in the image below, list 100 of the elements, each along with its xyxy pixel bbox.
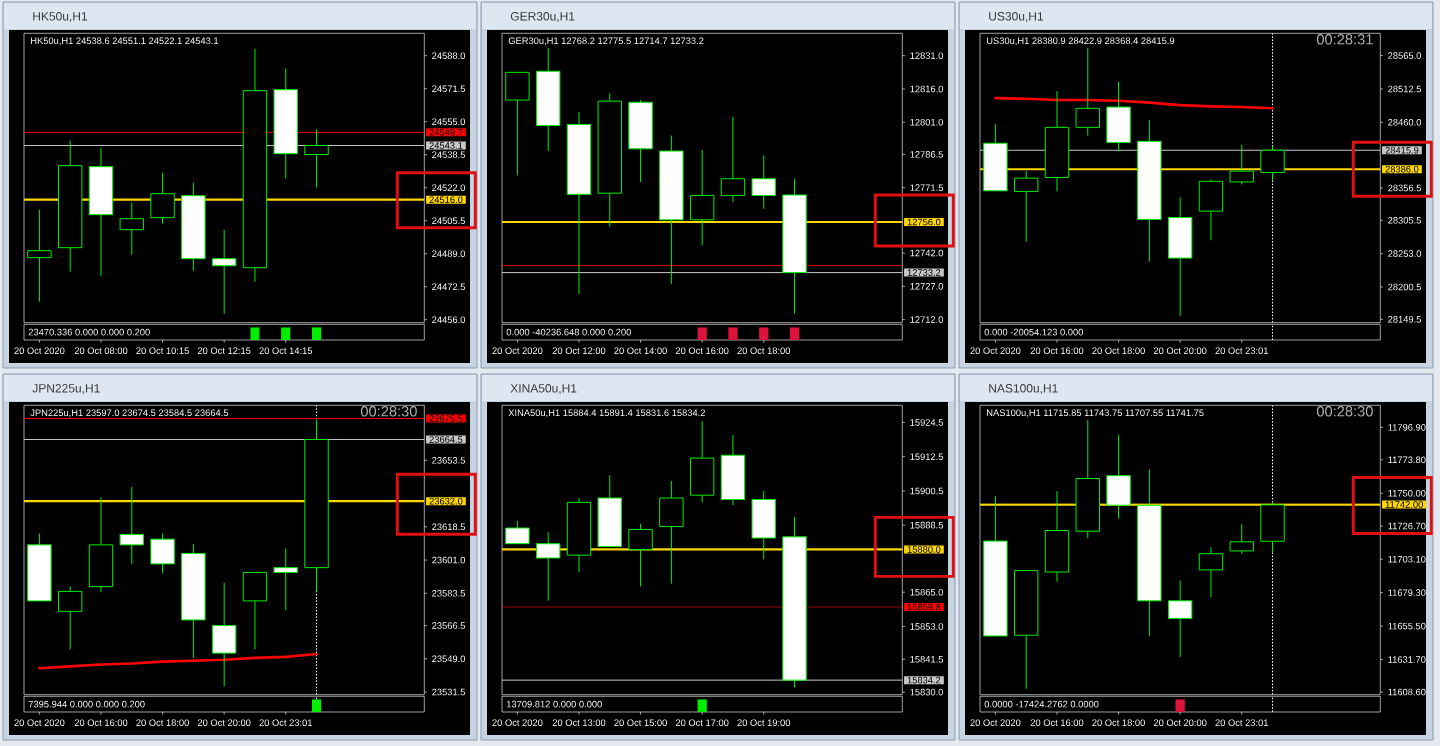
ref-line-label: 15880.0 [907, 546, 941, 553]
x-tick-label: 20 Oct 14:00 [614, 347, 667, 354]
x-tick-label: 20 Oct 14:15 [259, 347, 313, 354]
y-tick-label: 28149.5 [1388, 316, 1422, 323]
y-tick-label: 24472.5 [432, 283, 466, 290]
y-tick-label: 28253.0 [1388, 250, 1422, 257]
x-tick-label: 20 Oct 23:01 [1215, 719, 1268, 726]
y-tick-label: 11750.00 [1388, 489, 1426, 497]
annotation: 00:28:30 [360, 406, 417, 417]
chart-title: NAS100u,H1 [989, 384, 1058, 394]
chart-subtitle: 0.0000 -17424.2762 0.0000 [984, 700, 1099, 708]
y-tick-label: 15830.0 [910, 688, 944, 696]
y-tick-label: 11608.60 [1388, 688, 1426, 696]
y-tick-label: 28200.5 [1388, 283, 1422, 291]
chart-subtitle: NAS100u,H1 11715.85 11743.75 11707.55 11741.75 [987, 409, 1204, 418]
y-tick-label: 28460.0 [1388, 118, 1422, 126]
y-tick-label: 23531.5 [432, 688, 466, 696]
chart-subtitle: 7395.944 0.000 0.000 0.200 [28, 700, 145, 708]
y-tick-label: 23653.5 [432, 457, 466, 464]
chart-title: US30u,H1 [989, 12, 1044, 22]
y-tick-label: 24538.5 [432, 151, 466, 158]
x-tick-label: 20 Oct 16:00 [675, 347, 729, 354]
y-tick-label: 24555.0 [432, 118, 466, 125]
y-tick-label: 24489.0 [432, 250, 466, 257]
y-tick-label: 12771.5 [910, 184, 944, 191]
y-tick-label: 11679.30 [1388, 589, 1426, 596]
ref-line-label: 24516.0 [429, 196, 463, 203]
x-tick-label: 20 Oct 2020 [492, 347, 543, 354]
ref-line-label: 11742.00 [1385, 501, 1423, 508]
text: 0.000 -20054.123 0.000 [984, 328, 1084, 336]
y-tick-label: 15841.5 [910, 656, 944, 663]
y-tick-label: 12742.0 [910, 249, 944, 257]
y-tick-label: 23601.0 [432, 556, 466, 564]
y-tick-label: 15888.5 [910, 521, 944, 529]
x-tick-label: 20 Oct 2020 [970, 719, 1021, 726]
y-tick-label: 24456.0 [432, 316, 466, 323]
ref-line-label: 23675.5 [429, 415, 463, 422]
y-tick-label: 12831.0 [910, 52, 944, 59]
x-tick-label: 20 Oct 20:00 [197, 719, 251, 726]
x-tick-label: 20 Oct 18:00 [136, 719, 189, 726]
y-tick-label: 12816.0 [910, 85, 944, 93]
y-tick-label: 28305.5 [1388, 217, 1422, 224]
y-tick-label: 15853.0 [910, 623, 944, 630]
x-tick-label: 20 Oct 19:00 [737, 719, 791, 726]
x-tick-label: 20 Oct 2020 [492, 719, 543, 726]
chart-subtitle: 23470.336 0.000 0.000 0.200 [28, 328, 150, 336]
x-tick-label: 20 Oct 23:01 [259, 719, 312, 726]
chart-subtitle: GER30u,H1 12768.2 12775.5 12714.7 12733.2 [508, 37, 704, 46]
x-tick-label: 20 Oct 15:00 [614, 719, 667, 726]
y-tick-label: 23618.5 [432, 523, 466, 531]
y-tick-label: 28356.5 [1388, 184, 1422, 192]
y-tick-label: 24588.0 [432, 52, 466, 59]
chart-subtitle: 13709.812 0.000 0.000 [506, 700, 602, 708]
y-tick-label: 24571.5 [432, 85, 466, 92]
x-tick-label: 20 Oct 18:00 [737, 347, 791, 354]
chart-title: XINA50u,H1 [510, 384, 577, 394]
ref-line-label: 15859.8 [907, 603, 941, 611]
y-tick-label: 24522.0 [432, 184, 466, 191]
ref-line-label: 23664.5 [429, 436, 463, 443]
chart-subtitle: US30u,H1 28380.9 28422.9 28368.4 28415.9 [986, 37, 1175, 46]
x-tick-label: 20 Oct 2020 [14, 719, 65, 726]
x-tick-label: 20 Oct 2020 [14, 347, 65, 354]
ref-line-label: 24549.7 [429, 129, 463, 136]
x-tick-label: 20 Oct 16:00 [74, 719, 128, 726]
y-tick-label: 23566.5 [432, 622, 466, 629]
y-tick-label: 28565.0 [1388, 52, 1422, 59]
x-tick-label: 20 Oct 18:00 [1092, 719, 1145, 726]
y-tick-label: 23583.5 [432, 590, 466, 597]
ref-line-label: 28415.9 [1385, 146, 1419, 154]
x-tick-label: 20 Oct 13:00 [552, 719, 606, 726]
y-tick-label: 11726.70 [1388, 522, 1426, 530]
chart-subtitle: HK50u,H1 24538.6 24551.1 24522.1 24543.1 [31, 37, 219, 46]
y-tick-label: 11703.10 [1388, 555, 1426, 563]
y-tick-label: 24505.5 [432, 217, 466, 224]
chart-title: GER30u,H1 [510, 12, 575, 22]
y-tick-label: 11773.80 [1388, 456, 1426, 464]
y-tick-label: 15924.5 [910, 419, 944, 426]
y-tick-label: 12801.0 [910, 118, 944, 126]
y-tick-label: 15912.5 [910, 453, 944, 460]
y-tick-label: 15900.5 [910, 487, 944, 495]
ref-line-label: 15834.2 [907, 676, 941, 684]
y-tick-label: 12712.0 [910, 316, 944, 323]
annotation: 00:28:30 [1316, 406, 1373, 417]
chart-subtitle: XINA50u,H1 15884.4 15891.4 15831.6 15834.2 [508, 409, 705, 418]
y-tick-label: 12786.5 [910, 151, 944, 158]
y-tick-label: 15865.0 [910, 588, 944, 596]
x-tick-label: 20 Oct 12:00 [552, 347, 606, 354]
ref-line-label: 23632.0 [429, 497, 463, 505]
x-tick-label: 20 Oct 16:00 [1030, 719, 1084, 726]
chart-title: JPN225u,H1 [32, 384, 100, 394]
x-tick-label: 20 Oct 20:00 [1153, 719, 1207, 726]
y-tick-label: 11655.50 [1388, 622, 1426, 630]
annotation: 00:28:31 [1316, 34, 1373, 45]
y-tick-label: 11796.90 [1388, 424, 1426, 431]
chart-title: HK50u,H1 [33, 12, 88, 22]
y-tick-label: 11631.70 [1388, 656, 1426, 663]
ref-line-label: 12756.0 [907, 218, 941, 226]
ref-line-label: 28386.0 [1385, 165, 1419, 173]
y-tick-label: 23549.0 [432, 655, 466, 663]
ref-line-label: 12733.2 [907, 269, 941, 276]
